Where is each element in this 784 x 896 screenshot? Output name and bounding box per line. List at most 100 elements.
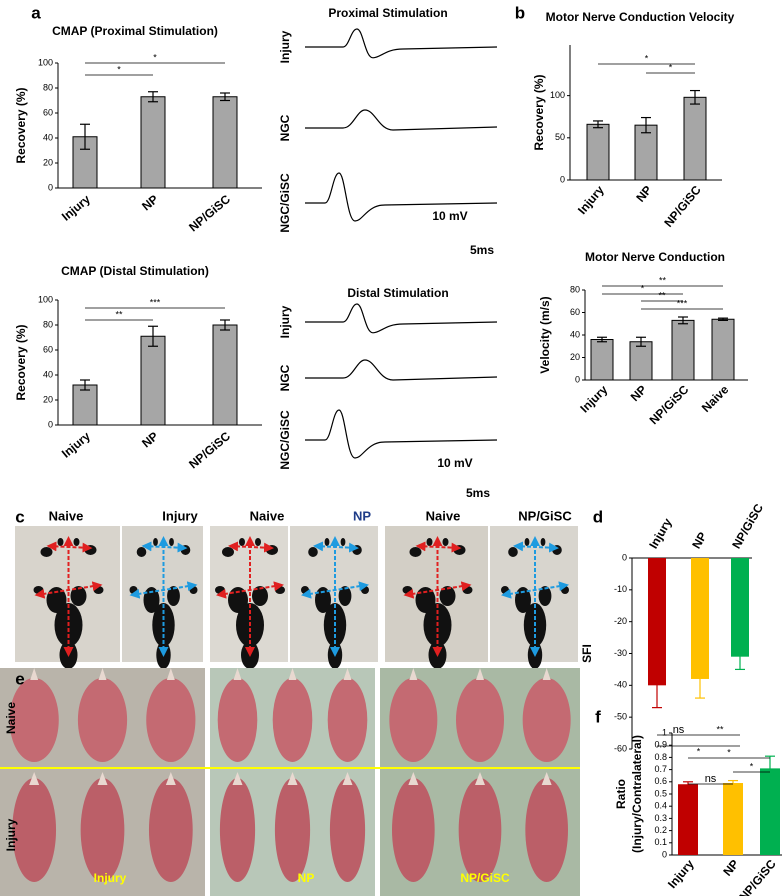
chart-title: Motor Nerve Conduction — [585, 250, 725, 264]
muscle — [456, 678, 504, 762]
group-label: NP — [298, 871, 315, 885]
error-bar — [678, 316, 688, 325]
x-tick-label: NP — [720, 857, 741, 879]
muscle-photo — [0, 668, 205, 896]
y-tick-label: -30 — [614, 648, 627, 658]
y-tick-label: 80 — [570, 284, 580, 294]
y-tick-label: 0.1 — [654, 837, 667, 847]
bar — [723, 783, 743, 855]
toe-spread — [313, 541, 359, 553]
y-tick-label: 0 — [575, 374, 580, 384]
row-label: Injury — [4, 818, 18, 851]
error-bar — [695, 659, 705, 699]
tendon — [542, 668, 551, 680]
error-bar — [690, 89, 700, 105]
bar — [586, 123, 610, 181]
muscle — [389, 678, 438, 762]
trace-label: Injury — [278, 305, 292, 338]
tendon — [29, 772, 40, 785]
y-tick-label: 0.3 — [654, 813, 667, 823]
chart-title: CMAP (Distal Stimulation) — [61, 264, 209, 278]
bar — [760, 768, 780, 855]
toe-spread — [301, 581, 369, 599]
bar-chart: Motor Nerve Conduction Velocity (m/s) 0 20 4… — [538, 250, 748, 427]
paw-print — [169, 538, 174, 546]
paw-print — [409, 547, 422, 557]
tendon — [343, 668, 352, 680]
bar-chart: Motor Nerve Conduction Velocity Recovery … — [532, 10, 734, 230]
y-tick-label: 60 — [570, 307, 580, 317]
muscle — [522, 678, 571, 762]
y-tick-label: -10 — [614, 584, 627, 594]
muscle — [274, 778, 311, 882]
paw-print — [508, 547, 518, 557]
significance-label: * — [153, 52, 157, 62]
y-axis-label: Ratio — [614, 779, 628, 809]
paw-print — [352, 545, 362, 555]
muscle — [217, 678, 258, 762]
error-bar — [220, 319, 230, 331]
x-tick-label: Injury — [59, 192, 93, 224]
y-tick-label: -50 — [614, 712, 627, 722]
x-tick-label: NP/GiSC — [186, 192, 233, 235]
significance-label: ns — [673, 724, 685, 736]
gait-photo — [490, 526, 578, 669]
paw-print — [361, 586, 369, 594]
y-tick-label: 40 — [43, 132, 53, 142]
bar — [678, 784, 698, 855]
y-tick-label: 100 — [38, 57, 53, 67]
waveform — [305, 109, 498, 131]
bar-chart: CMAP (Distal Stimulation) Recovery (%) 0 20… — [14, 264, 262, 471]
bar — [212, 96, 238, 189]
bar — [72, 384, 98, 426]
trace-title: Distal Stimulation — [347, 286, 448, 300]
paw-print — [324, 538, 330, 546]
gait-photo — [385, 526, 488, 669]
tendon — [98, 668, 107, 680]
significance-label: *** — [677, 298, 688, 308]
paw-print — [501, 586, 509, 594]
toe-spread — [228, 541, 274, 553]
paw-print — [215, 586, 225, 594]
toe-spread — [34, 581, 103, 599]
muscle — [329, 778, 366, 882]
bar — [590, 339, 614, 381]
bar-chart: CMAP (Proximal Stimulation) Recovery (%) 0… — [14, 24, 262, 234]
error-bar — [765, 755, 775, 782]
x-tick-label: Naive — [699, 382, 732, 415]
bar — [648, 558, 666, 686]
waveform — [305, 303, 498, 334]
toe-spread — [46, 541, 93, 553]
significance-label: * — [669, 62, 673, 72]
paw-print — [275, 586, 285, 594]
x-tick-label: Injury — [646, 516, 675, 552]
gait-photo — [210, 526, 288, 669]
paw-print — [426, 538, 433, 546]
tendon — [288, 668, 297, 680]
toe-spread — [141, 541, 188, 553]
tendon — [408, 772, 419, 785]
bar — [212, 324, 238, 426]
y-tick-label: 40 — [43, 369, 53, 379]
y-tick-label: 0 — [560, 174, 565, 184]
significance-label: * — [727, 747, 731, 757]
gait-photo — [15, 526, 120, 669]
x-tick-label: NP/GiSC — [729, 501, 766, 551]
y-tick-label: 0.7 — [654, 764, 667, 774]
muscle — [146, 678, 196, 762]
panel-label: e — [15, 669, 24, 688]
y-tick-label: -60 — [614, 743, 627, 753]
panel-label: b — [515, 3, 525, 22]
gait-label: NP/GiSC — [518, 508, 572, 523]
tendon — [475, 772, 485, 785]
significance-label: *** — [150, 297, 161, 307]
x-tick-label: Injury — [577, 382, 610, 415]
x-tick-label: NP — [139, 429, 161, 450]
bar — [634, 124, 658, 181]
error-bar — [728, 779, 738, 787]
y-tick-label: 100 — [38, 294, 53, 304]
trace-label: NGC — [278, 114, 292, 141]
muscle — [77, 678, 128, 762]
x-tick-label: NP/GiSC — [186, 429, 233, 472]
toe-spread — [216, 581, 284, 599]
